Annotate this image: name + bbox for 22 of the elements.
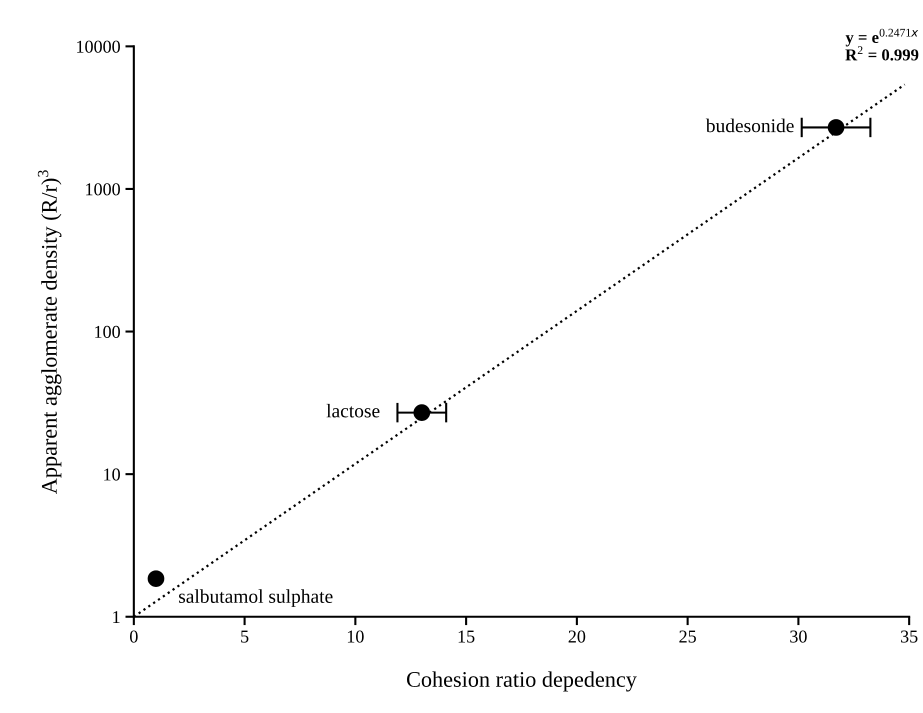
- y-tick-label: 100: [95, 326, 120, 338]
- x-tick-label: 0: [130, 630, 138, 643]
- y-tick-label: 10000: [77, 40, 120, 53]
- x-tick-label: 5: [241, 630, 248, 643]
- x-tick-label: 10: [348, 630, 364, 643]
- x-tick-label: 30: [790, 630, 807, 643]
- y-axis-title: Apparent agglomerate density (R/r)$^{3}$: [38, 170, 62, 494]
- point: [413, 404, 430, 421]
- annotation: budesonide: [706, 118, 794, 132]
- x-axis-title: Cohesion ratio depedency: [407, 671, 637, 692]
- point: [828, 119, 844, 136]
- x-tick-label: 15: [458, 630, 474, 643]
- point: [148, 570, 164, 587]
- annotation: lactose: [326, 404, 380, 418]
- y-tick-label: 1000: [86, 183, 120, 196]
- y-tick-label: 1: [113, 611, 120, 624]
- x-tick-label: 20: [568, 630, 586, 643]
- text: y = e$^{0.2471x}$ R$^{2}$ = 0.999: [845, 28, 918, 61]
- x-tick-label: 35: [900, 630, 918, 643]
- x-tick-label: 25: [679, 630, 696, 643]
- annotation: salbutamol sulphate: [179, 589, 333, 607]
- y-tick-label: 10: [104, 468, 120, 481]
